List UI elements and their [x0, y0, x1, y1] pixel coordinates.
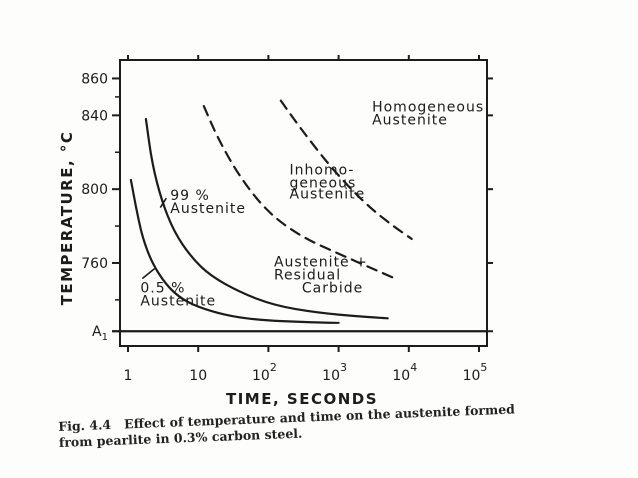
- annotation: Austenite: [170, 201, 246, 217]
- pointer-05-percent: [141, 268, 156, 280]
- x-tick-label: 102: [252, 361, 277, 384]
- annotation: Homogeneous: [372, 100, 484, 116]
- series-layer: [129, 99, 413, 325]
- caption-label: Fig. 4.4: [58, 416, 112, 434]
- annotation: geneous: [290, 175, 357, 191]
- annotation: Residual: [274, 268, 341, 284]
- annotations: HomogeneousAusteniteInhomo-geneousAusten…: [140, 100, 484, 310]
- series-line-3: [202, 105, 395, 279]
- x-tick-label: 104: [392, 361, 417, 384]
- x-tick-label: 103: [322, 361, 347, 384]
- x-tick-label: 10: [189, 368, 207, 384]
- y-axis-title: TEMPERATURE, °C: [58, 131, 76, 306]
- annotation: 0.5 %: [140, 280, 185, 296]
- annotation: Austenite: [140, 293, 216, 309]
- x-tick-label: 105: [463, 361, 488, 384]
- annotation: Austenite: [372, 113, 448, 129]
- annotation: Austenite +: [274, 255, 368, 271]
- series-line-2: [144, 117, 389, 320]
- annotation: 99 %: [170, 188, 210, 204]
- pointer-99-percent: [159, 197, 167, 209]
- annotation: Carbide: [302, 280, 363, 296]
- y-tick-label: 760: [81, 256, 108, 272]
- y-tick-label: A1: [92, 324, 108, 343]
- y-tick-label: 860: [81, 71, 108, 87]
- y-tick-label: 840: [81, 108, 108, 124]
- series-line-4: [279, 99, 413, 241]
- annotation: Inhomo-: [290, 162, 355, 178]
- x-axis-title: TIME, SECONDS: [226, 390, 378, 408]
- x-tick-label: 1: [124, 368, 133, 384]
- tick-labels: 860 840 800 760 A1 1 10 102 103 104 105: [81, 71, 487, 384]
- y-tick-label: 800: [81, 182, 108, 198]
- series-line-1: [129, 178, 340, 325]
- annotation: Austenite: [290, 186, 366, 202]
- plot-frame: [119, 59, 488, 347]
